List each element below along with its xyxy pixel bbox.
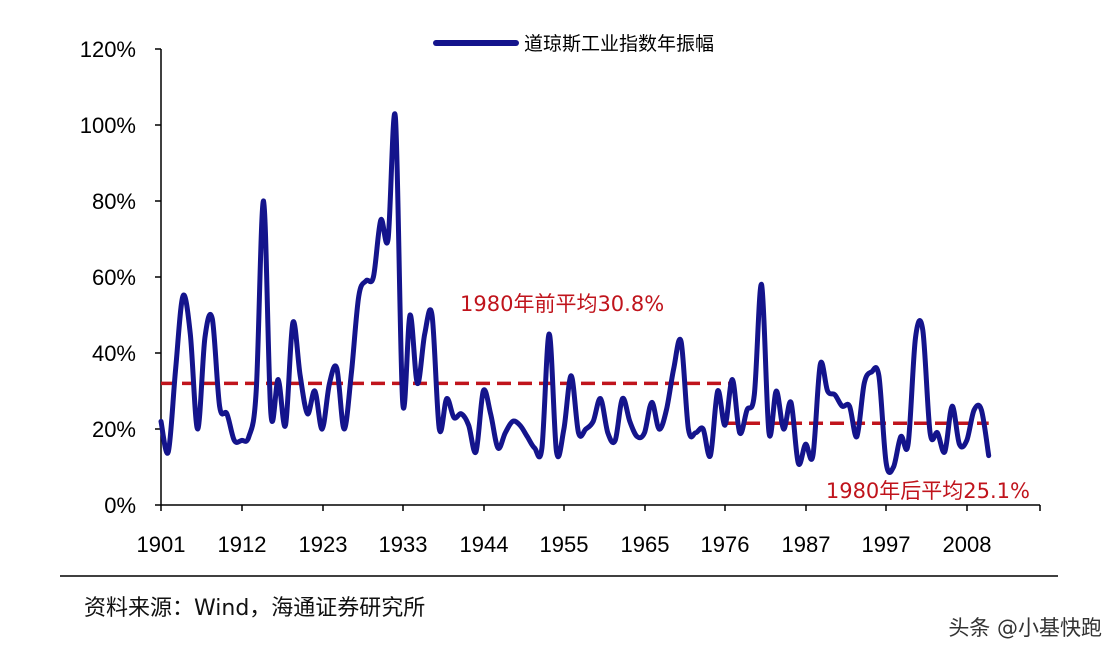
legend: 道琼斯工业指数年振幅 bbox=[433, 33, 714, 55]
x-axis: 1901 1912 1923 1933 1944 1955 1965 1976 1987 1997… bbox=[137, 504, 1041, 557]
x-tick-label: 1997 bbox=[862, 532, 911, 557]
x-tick-label: 1901 bbox=[137, 532, 186, 557]
source-note: 资料来源：Wind，海通证券研究所 bbox=[84, 596, 426, 621]
y-tick-label: 80% bbox=[92, 189, 136, 214]
x-tick-label: 1933 bbox=[379, 532, 428, 557]
average-label: 1980年前平均30.8% bbox=[460, 292, 664, 316]
x-tick-label: 1944 bbox=[460, 532, 509, 557]
x-tick-label: 1923 bbox=[299, 532, 348, 557]
y-tick-label: 0% bbox=[104, 493, 136, 518]
x-tick-label: 2008 bbox=[943, 532, 992, 557]
legend-label: 道琼斯工业指数年振幅 bbox=[524, 33, 714, 55]
y-tick-label: 100% bbox=[80, 113, 136, 138]
x-tick-label: 1987 bbox=[782, 532, 831, 557]
y-tick-label: 40% bbox=[92, 341, 136, 366]
x-tick-label: 1965 bbox=[621, 532, 670, 557]
x-tick-label: 1955 bbox=[540, 532, 589, 557]
average-label: 1980年后平均25.1% bbox=[826, 479, 1030, 503]
dow-jones-range-line bbox=[158, 111, 992, 475]
x-tick-label: 1912 bbox=[218, 532, 267, 557]
series bbox=[158, 111, 992, 475]
y-tick-label: 60% bbox=[92, 265, 136, 290]
y-tick-label: 20% bbox=[92, 417, 136, 442]
y-axis: 0% 20% 40% 60% 80% 100% 120% bbox=[80, 37, 162, 518]
watermark: 头条 @小基快跑 bbox=[948, 616, 1102, 640]
x-tick-label: 1976 bbox=[701, 532, 750, 557]
y-tick-label: 120% bbox=[80, 37, 136, 62]
